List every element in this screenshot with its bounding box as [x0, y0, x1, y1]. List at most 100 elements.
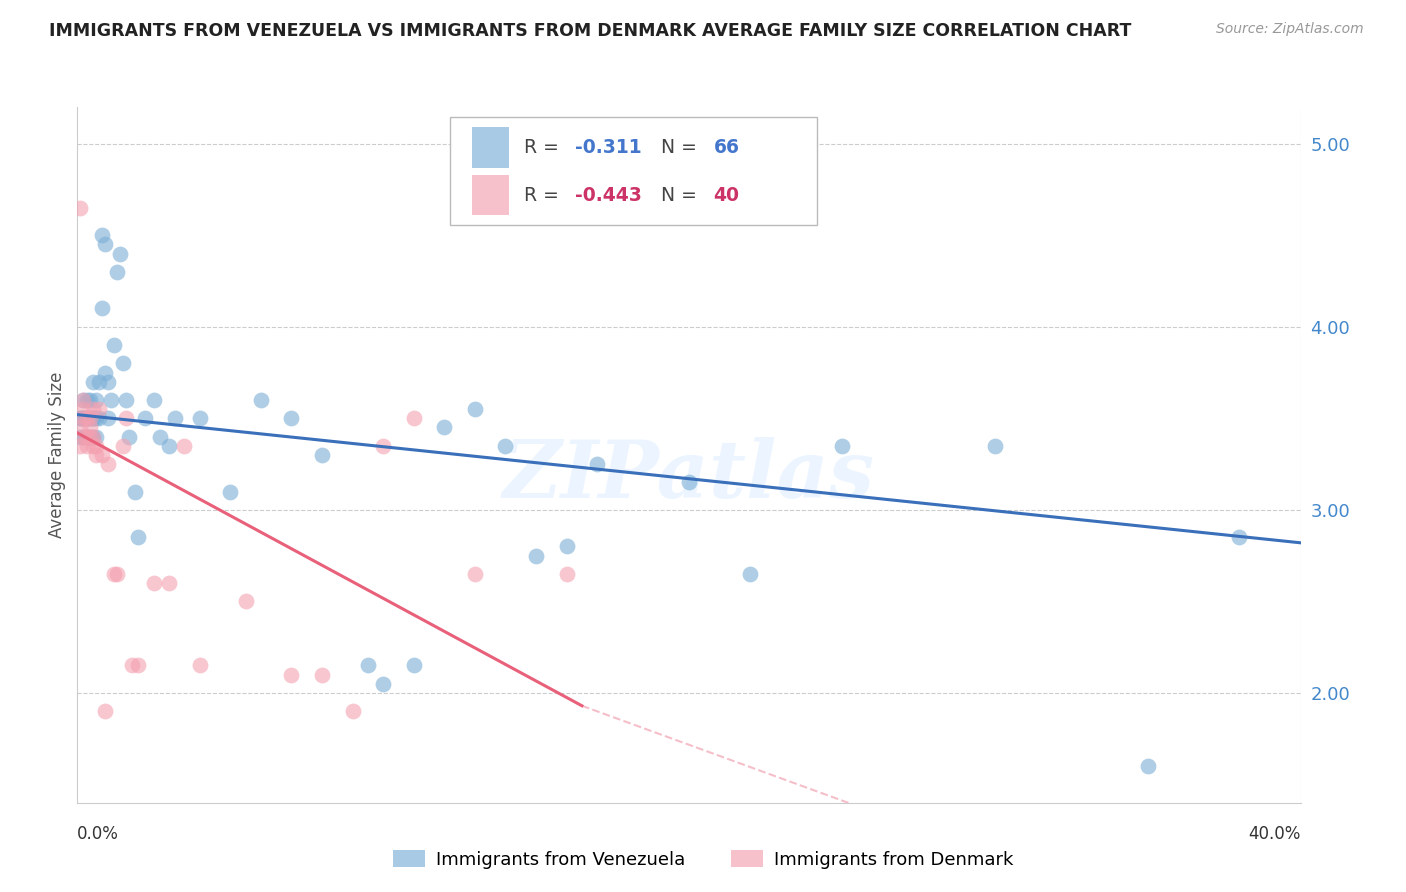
Point: [142, 392, 165, 407]
Point: [72, 411, 94, 425]
Point: [555, 566, 578, 581]
Point: [79, 411, 101, 425]
Text: R =: R =: [524, 186, 565, 204]
Point: [82, 429, 104, 443]
Point: [79, 411, 101, 425]
Text: 40.0%: 40.0%: [1249, 825, 1301, 843]
Point: [69, 411, 91, 425]
Point: [357, 658, 380, 673]
Point: [142, 576, 165, 591]
Point: [84, 429, 107, 443]
Point: [134, 411, 156, 425]
Point: [128, 530, 150, 544]
Point: [280, 667, 302, 681]
Point: [586, 457, 609, 471]
Point: [72, 411, 94, 425]
Point: [311, 667, 333, 681]
Point: [72, 392, 94, 407]
Point: [103, 566, 125, 581]
Point: [433, 420, 456, 434]
Point: [371, 677, 394, 691]
Point: [678, 475, 700, 490]
Text: -0.443: -0.443: [575, 186, 643, 204]
Point: [90, 228, 112, 243]
Point: [112, 356, 135, 370]
Point: [76, 411, 98, 425]
Point: [97, 411, 120, 425]
Point: [105, 265, 128, 279]
Text: 66: 66: [713, 138, 740, 157]
Point: [82, 402, 104, 417]
Point: [84, 448, 107, 462]
Point: [69, 201, 91, 215]
Point: [72, 402, 94, 417]
Point: [87, 411, 110, 425]
Point: [157, 576, 180, 591]
Text: ZIPatlas: ZIPatlas: [503, 437, 875, 515]
Point: [124, 484, 146, 499]
Text: R =: R =: [524, 138, 565, 157]
FancyBboxPatch shape: [450, 118, 817, 226]
Point: [984, 439, 1007, 453]
Text: -0.311: -0.311: [575, 138, 641, 157]
Point: [103, 338, 125, 352]
Point: [69, 439, 91, 453]
Point: [69, 420, 91, 434]
Point: [84, 411, 107, 425]
Point: [79, 420, 101, 434]
Point: [79, 392, 101, 407]
Point: [188, 658, 211, 673]
Point: [79, 429, 101, 443]
Point: [280, 411, 302, 425]
Point: [90, 301, 112, 316]
Point: [72, 392, 94, 407]
Point: [115, 411, 138, 425]
Point: [157, 439, 180, 453]
Point: [84, 392, 107, 407]
Text: N =: N =: [661, 186, 703, 204]
Point: [112, 439, 135, 453]
Point: [79, 429, 101, 443]
Point: [311, 448, 333, 462]
Point: [250, 392, 273, 407]
Point: [76, 429, 98, 443]
Point: [87, 375, 110, 389]
Y-axis label: Average Family Size: Average Family Size: [48, 372, 66, 538]
Point: [342, 704, 364, 718]
Point: [69, 411, 91, 425]
Point: [402, 411, 425, 425]
Point: [831, 439, 853, 453]
Point: [97, 457, 120, 471]
Point: [72, 411, 94, 425]
Point: [76, 411, 98, 425]
Point: [84, 439, 107, 453]
Point: [115, 392, 138, 407]
Point: [149, 429, 172, 443]
Point: [79, 411, 101, 425]
Point: [72, 429, 94, 443]
Point: [87, 402, 110, 417]
Point: [219, 484, 242, 499]
Point: [121, 658, 143, 673]
Point: [82, 411, 104, 425]
Text: 0.0%: 0.0%: [77, 825, 120, 843]
Point: [1136, 759, 1159, 773]
Point: [495, 439, 517, 453]
Point: [94, 237, 117, 252]
Text: Source: ZipAtlas.com: Source: ZipAtlas.com: [1216, 22, 1364, 37]
Point: [524, 549, 547, 563]
Point: [740, 566, 762, 581]
Text: IMMIGRANTS FROM VENEZUELA VS IMMIGRANTS FROM DENMARK AVERAGE FAMILY SIZE CORRELA: IMMIGRANTS FROM VENEZUELA VS IMMIGRANTS …: [49, 22, 1132, 40]
Bar: [472, 175, 509, 215]
Point: [72, 411, 94, 425]
Point: [173, 439, 195, 453]
Point: [76, 429, 98, 443]
Point: [118, 429, 141, 443]
Text: N =: N =: [661, 138, 703, 157]
Point: [100, 392, 122, 407]
Point: [371, 439, 394, 453]
Point: [76, 429, 98, 443]
Point: [165, 411, 187, 425]
Point: [555, 540, 578, 554]
Point: [94, 366, 117, 380]
